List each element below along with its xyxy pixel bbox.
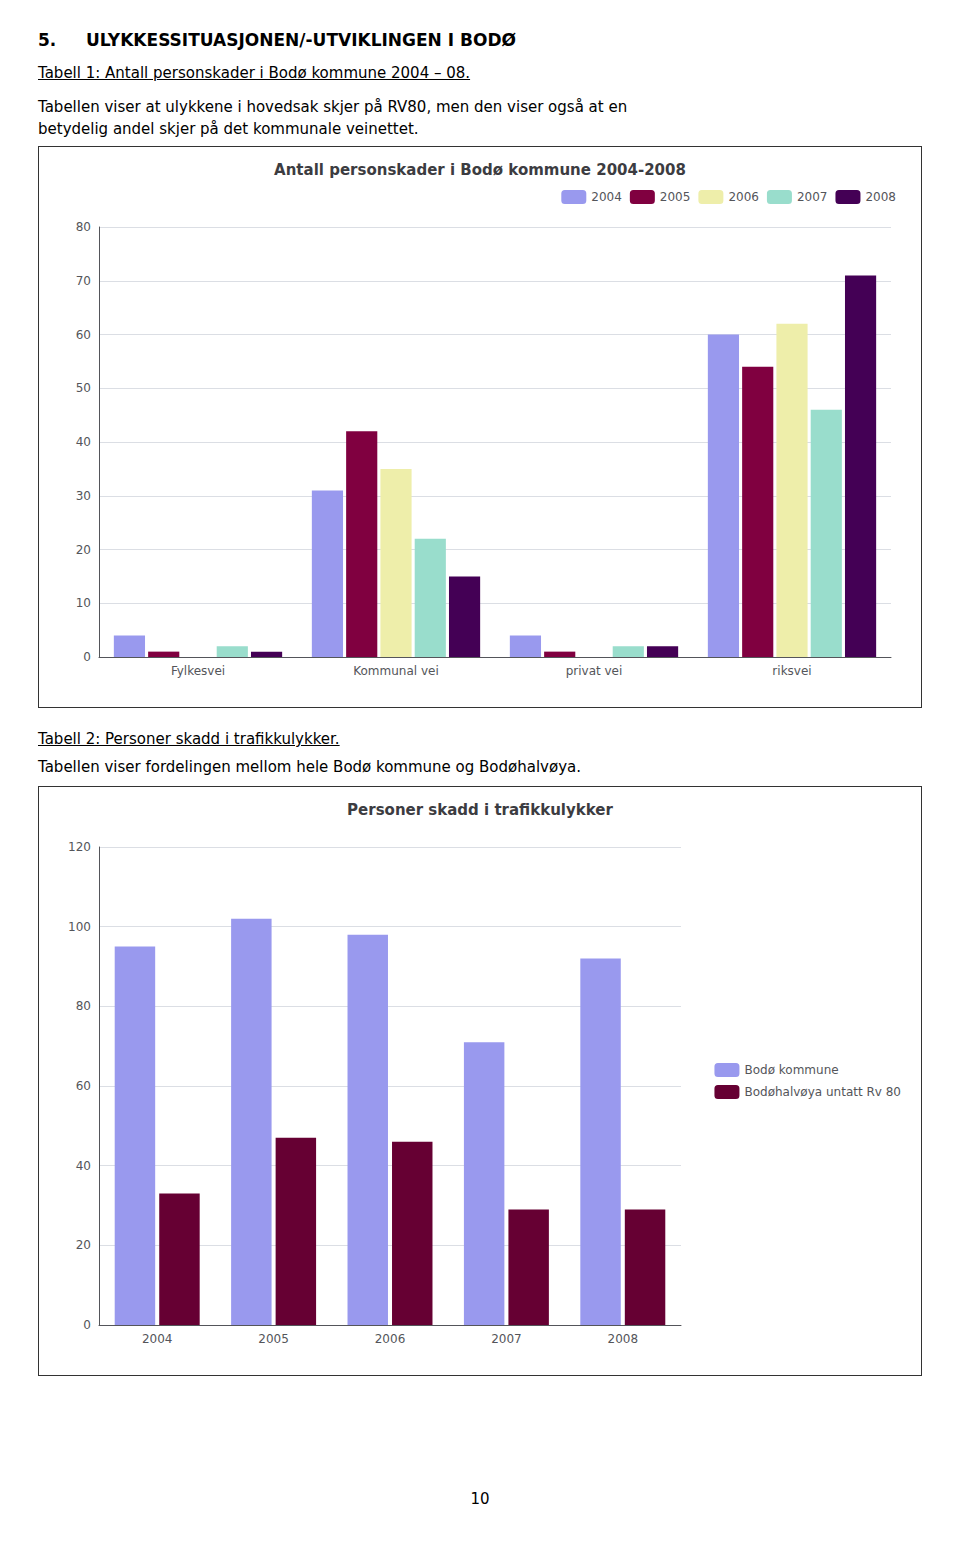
svg-text:Kommunal vei: Kommunal vei (353, 664, 439, 678)
svg-text:Bodøhalvøya untatt Rv 80: Bodøhalvøya untatt Rv 80 (744, 1085, 901, 1099)
svg-text:60: 60 (76, 328, 91, 342)
svg-text:40: 40 (76, 435, 91, 449)
svg-text:2008: 2008 (865, 190, 896, 204)
svg-text:20: 20 (76, 1238, 91, 1252)
svg-text:100: 100 (68, 920, 91, 934)
svg-text:Antall personskader i Bodø kom: Antall personskader i Bodø kommune 2004-… (274, 161, 686, 179)
svg-text:20: 20 (76, 543, 91, 557)
svg-text:privat vei: privat vei (566, 664, 623, 678)
svg-text:10: 10 (76, 596, 91, 610)
svg-text:Fylkesvei: Fylkesvei (171, 664, 225, 678)
svg-text:2007: 2007 (797, 190, 828, 204)
svg-text:riksvei: riksvei (772, 664, 811, 678)
svg-text:0: 0 (83, 650, 91, 664)
svg-text:2005: 2005 (660, 190, 691, 204)
html-text:Tabell 1: Antall personskader: Tabell 1: Antall personskader i Bodø kom… (38, 64, 471, 82)
svg-text:80: 80 (76, 999, 91, 1013)
html-text:Tabellen viser at ulykkene i h: Tabellen viser at ulykkene i hovedsak sk… (38, 98, 628, 116)
html-text:5. ULYKKESSITUASJONEN/-UTVIKLI: 5. ULYKKESSITUASJONEN/-UTVIKLINGEN I BOD… (38, 30, 516, 50)
svg-text:40: 40 (76, 1159, 91, 1173)
svg-text:60: 60 (76, 1079, 91, 1093)
svg-text:2004: 2004 (591, 190, 622, 204)
svg-text:0: 0 (83, 1318, 91, 1332)
html-text:10: 10 (470, 1490, 490, 1508)
svg-text:2007: 2007 (491, 1332, 522, 1346)
svg-text:Personer skadd i trafikkulykke: Personer skadd i trafikkulykker (347, 801, 613, 819)
svg-text:2006: 2006 (728, 190, 759, 204)
html-text:betydelig andel skjer på det k: betydelig andel skjer på det kommunale v… (38, 120, 419, 138)
svg-text:80: 80 (76, 220, 91, 234)
svg-text:2004: 2004 (142, 1332, 173, 1346)
svg-text:2005: 2005 (258, 1332, 289, 1346)
svg-text:2008: 2008 (608, 1332, 639, 1346)
svg-text:30: 30 (76, 489, 91, 503)
svg-text:120: 120 (68, 840, 91, 854)
svg-text:Bodø kommune: Bodø kommune (744, 1063, 838, 1077)
svg-text:50: 50 (76, 381, 91, 395)
html-text:Tabellen viser fordelingen mel: Tabellen viser fordelingen mellom hele B… (38, 758, 581, 776)
svg-text:70: 70 (76, 274, 91, 288)
svg-text:2006: 2006 (375, 1332, 406, 1346)
html-text:Tabell 2: Personer skadd i tra: Tabell 2: Personer skadd i trafikkulykke… (38, 730, 340, 748)
